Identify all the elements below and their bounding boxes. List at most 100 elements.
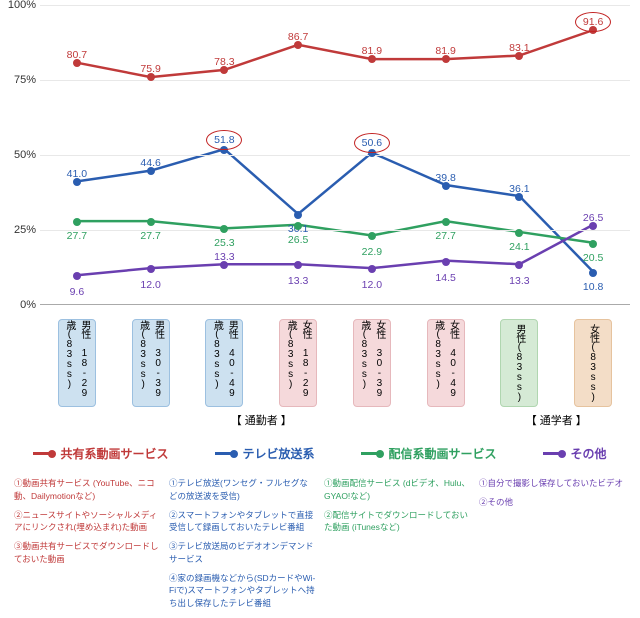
legend-dot-icon [558, 450, 566, 458]
note-item: ②配信サイトでダウンロードしておいた動画 (iTunesなど) [324, 509, 471, 535]
x-category: 女性 18-29歳(83ss) [261, 315, 335, 410]
note-item: ②その他 [479, 496, 626, 509]
x-group-label: 【 通勤者 】 [40, 412, 483, 428]
y-axis: 0%25%50%75%100% [0, 5, 38, 305]
data-label: 27.7 [67, 230, 87, 242]
data-label: 20.5 [583, 252, 603, 264]
data-label: 12.0 [140, 279, 160, 291]
data-label: 22.9 [362, 246, 382, 258]
data-point [220, 225, 228, 233]
x-group-label: 【 通学者 】 [483, 412, 631, 428]
data-point [294, 222, 302, 230]
legend-label: 共有系動画サービス [60, 445, 168, 462]
data-point [294, 211, 302, 219]
note-item: ①自分で撮影し保存しておいたビデオ [479, 477, 626, 490]
data-point [73, 272, 81, 280]
notes-area: ①動画共有サービス (YouTube、ニコ動、Dailymotionなど) ②ニュ… [10, 475, 630, 618]
note-item: ①動画共有サービス (YouTube、ニコ動、Dailymotionなど) [14, 477, 161, 503]
data-point [368, 232, 376, 240]
x-category-box: 女性 18-29歳(83ss) [279, 319, 317, 407]
legend-label: その他 [570, 445, 606, 462]
x-category-box: 女性 40-49歳(83ss) [427, 319, 465, 407]
data-label: 80.7 [67, 49, 87, 61]
data-point [515, 261, 523, 269]
x-category-box: 女性(83ss) [574, 319, 612, 407]
note-column: ①自分で撮影し保存しておいたビデオ ②その他 [475, 475, 630, 618]
legend-item: 配信系動画サービス [361, 445, 496, 462]
data-label: 41.0 [67, 168, 87, 180]
data-label: 39.8 [435, 172, 455, 184]
y-tick-label: 75% [14, 74, 36, 86]
data-point [442, 258, 450, 266]
data-label: 9.6 [70, 286, 85, 298]
note-item: ①テレビ放送(ワンセグ・フルセグなどの放送波を受信) [169, 477, 316, 503]
x-category-box: 男性 30-39歳(83ss) [132, 319, 170, 407]
legend: 共有系動画サービス テレビ放送系 配信系動画サービス その他 [10, 440, 630, 467]
data-point [368, 265, 376, 273]
x-category-box: 女性 30-39歳(83ss) [353, 319, 391, 407]
data-label: 26.5 [583, 212, 603, 224]
data-point [515, 229, 523, 237]
x-category: 女性 40-49歳(83ss) [409, 315, 483, 410]
note-item: ③テレビ放送局のビデオオンデマンドサービス [169, 540, 316, 566]
note-column: ①動画配信サービス (dビデオ、Hulu、GYAO!など) ②配信サイトでダウンロ… [320, 475, 475, 618]
data-label: 81.9 [435, 45, 455, 57]
y-tick-label: 25% [14, 224, 36, 236]
note-column: ①テレビ放送(ワンセグ・フルセグなどの放送波を受信)②スマートフォンやタブレット… [165, 475, 320, 618]
data-label: 24.1 [509, 241, 529, 253]
x-category: 男性 40-49歳(83ss) [188, 315, 262, 410]
plot-area: 80.775.978.386.781.981.983.191.641.044.6… [40, 5, 630, 305]
data-point [294, 261, 302, 269]
legend-label: テレビ放送系 [242, 445, 314, 462]
chart-container: 0%25%50%75%100% 80.775.978.386.781.981.9… [0, 0, 640, 618]
x-category: 女性(83ss) [556, 315, 630, 410]
legend-label: 配信系動画サービス [388, 445, 496, 462]
legend-dot-icon [230, 450, 238, 458]
data-label: 27.7 [140, 230, 160, 242]
x-category: 女性 30-39歳(83ss) [335, 315, 409, 410]
note-item: ②ニュースサイトやソーシャルメディアにリンクされ(埋め込まれ)た動画 [14, 509, 161, 535]
note-item: ④家の録画機などから(SDカードやWi-Fiで)スマートフォンやタブレットへ持ち… [169, 572, 316, 610]
data-point [442, 218, 450, 226]
data-point [73, 218, 81, 226]
data-label: 10.8 [583, 281, 603, 293]
legend-item: テレビ放送系 [215, 445, 314, 462]
note-item: ③動画共有サービスでダウンロードしておいた動画 [14, 540, 161, 566]
data-point [589, 240, 597, 248]
gridline [40, 155, 630, 156]
data-label: 26.5 [288, 234, 308, 246]
x-category-box: 男性 40-49歳(83ss) [205, 319, 243, 407]
x-category: 男性 30-39歳(83ss) [114, 315, 188, 410]
data-point [147, 265, 155, 273]
data-label: 13.3 [214, 251, 234, 263]
gridline [40, 230, 630, 231]
note-item: ①動画配信サービス (dビデオ、Hulu、GYAO!など) [324, 477, 471, 503]
note-column: ①動画共有サービス (YouTube、ニコ動、Dailymotionなど) ②ニュ… [10, 475, 165, 618]
data-label: 14.5 [435, 272, 455, 284]
data-label: 12.0 [362, 279, 382, 291]
data-point [147, 218, 155, 226]
legend-dot-icon [48, 450, 56, 458]
data-point [589, 269, 597, 277]
data-label: 27.7 [435, 230, 455, 242]
y-tick-label: 0% [20, 299, 36, 311]
legend-dot-icon [376, 450, 384, 458]
data-label: 36.1 [509, 183, 529, 195]
data-label: 13.3 [288, 275, 308, 287]
data-label: 86.7 [288, 31, 308, 43]
data-label: 83.1 [509, 42, 529, 54]
x-axis-categories: 男性 18-29歳(83ss) 男性 30-39歳(83ss) 男性 40-49歳(… [40, 315, 630, 410]
data-label: 25.3 [214, 237, 234, 249]
legend-item: その他 [543, 445, 606, 462]
highlight-ring [206, 130, 242, 150]
x-category: 男性(83ss) [483, 315, 557, 410]
legend-item: 共有系動画サービス [33, 445, 168, 462]
data-label: 81.9 [362, 45, 382, 57]
highlight-ring [575, 12, 611, 32]
gridline [40, 5, 630, 6]
x-category-box: 男性(83ss) [500, 319, 538, 407]
y-tick-label: 50% [14, 149, 36, 161]
x-category: 男性 18-29歳(83ss) [40, 315, 114, 410]
x-category-box: 男性 18-29歳(83ss) [58, 319, 96, 407]
y-tick-label: 100% [8, 0, 36, 11]
